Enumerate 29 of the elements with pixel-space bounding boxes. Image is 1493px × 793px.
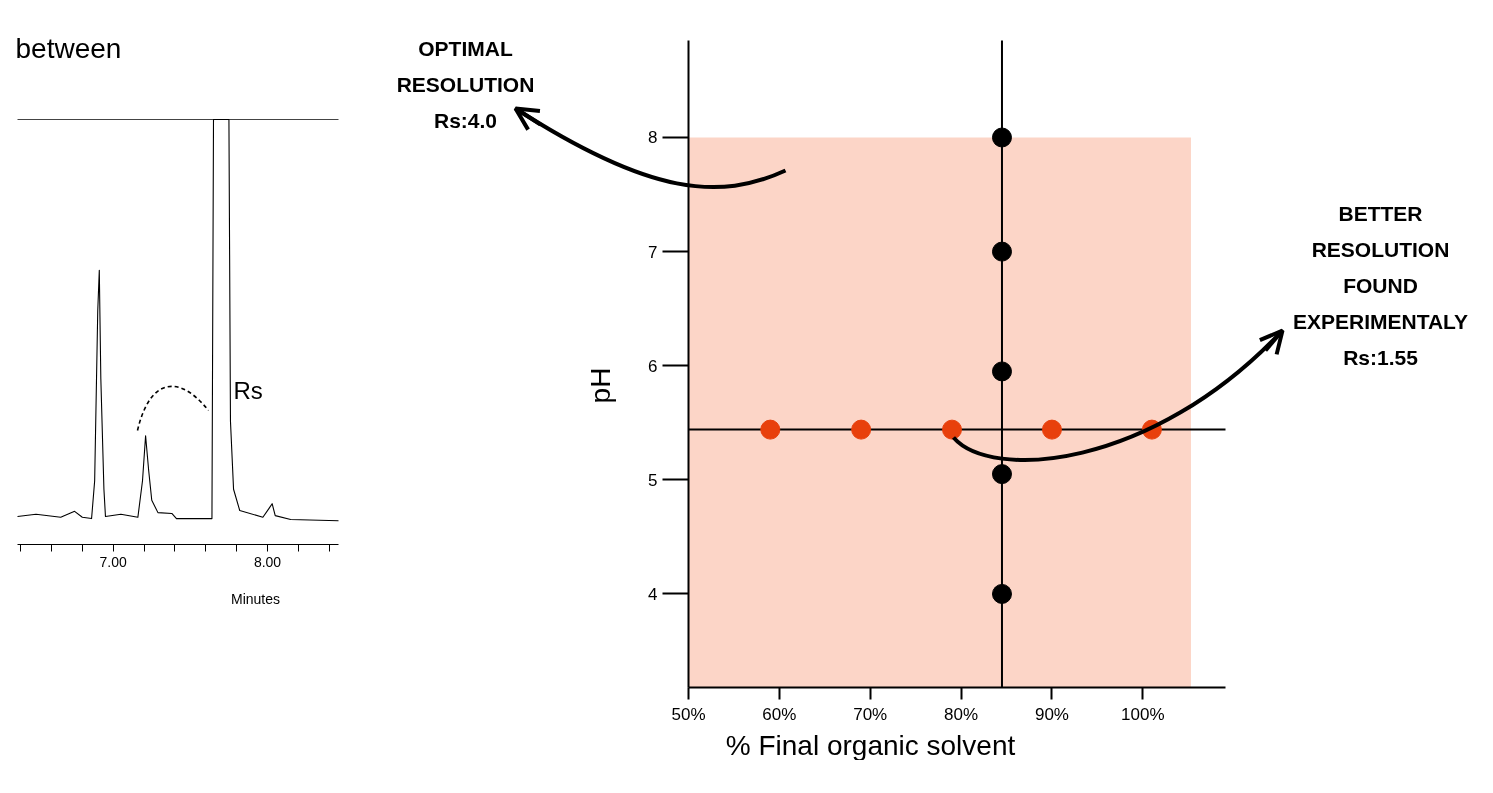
y-tick-label: 7 [648,242,658,262]
x-axis-title: % Final organic solvent [725,730,1016,761]
text: BETTER RESOLUTION FOUND EXPERIMENTALY Rs:1.55 [1292,202,1469,369]
text: OPTIMAL RESOLUTION Rs:4.0 [396,37,535,132]
x-tick-label: 90% [1034,704,1069,724]
y-tick-label: 8 [648,128,658,148]
point [991,361,1012,382]
point [851,419,872,440]
y-tick-label: 4 [648,584,658,604]
point [760,419,781,440]
x-tick-label: 80% [944,704,979,724]
x-axis-title: Minutes [230,590,281,607]
point [991,241,1012,262]
x-tick-label: 60% [762,704,797,724]
annotation: Rs [233,377,263,404]
x-tick-label: 7.00 [99,553,128,570]
y-tick-label: 5 [648,470,658,490]
x-tick-label: 70% [853,704,888,724]
point [942,419,962,440]
point [991,464,1012,485]
point [991,583,1012,604]
x-tick-label: 8.00 [253,553,282,570]
y-tick-label: 6 [648,356,658,376]
point [1041,419,1062,440]
x-tick-label: 50% [671,704,706,724]
y-axis-title: pH [585,367,616,404]
text: between [15,33,122,64]
x-tick-label: 100% [1121,704,1165,724]
point [991,127,1012,148]
